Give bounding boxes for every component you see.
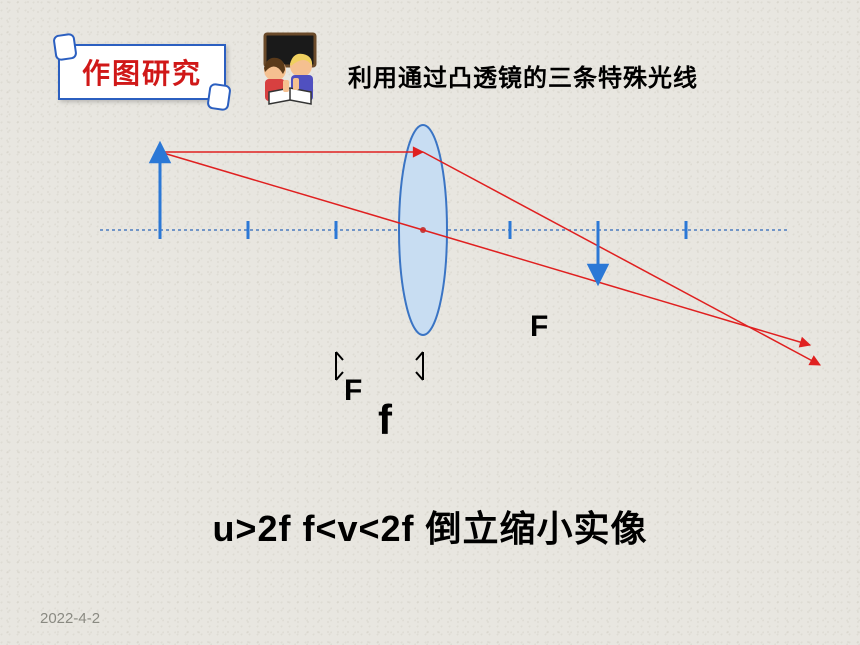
optics-diagram <box>30 120 830 400</box>
light-rays <box>160 152 820 365</box>
date: 2022-4-2 <box>40 610 100 627</box>
heading: 利用通过凸透镜的三条特殊光线 <box>348 58 698 93</box>
people-studying-icon <box>245 30 335 110</box>
focus-label-right: F <box>530 310 548 344</box>
banner-title: 作图研究 <box>82 52 202 92</box>
conclusion-text: u>2f f<v<2f 倒立缩小实像 <box>0 500 860 552</box>
focal-length-label: f <box>378 396 392 444</box>
scroll-banner: 作图研究 <box>58 44 226 100</box>
focus-label-left: F <box>344 374 362 408</box>
